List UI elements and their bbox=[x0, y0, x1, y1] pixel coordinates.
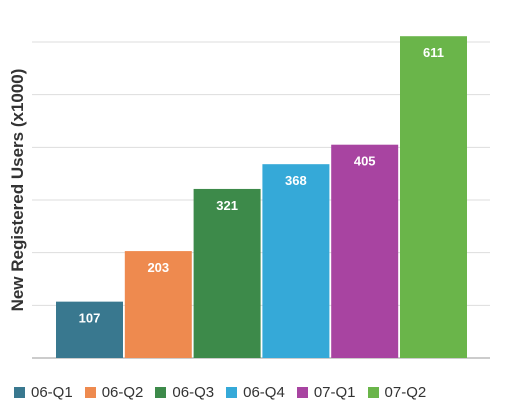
legend-item-06-Q3[interactable]: 06-Q3 bbox=[155, 384, 214, 401]
legend-label: 07-Q2 bbox=[384, 384, 427, 401]
legend: 06-Q1 06-Q2 06-Q3 06-Q4 07-Q1 07-Q2 bbox=[14, 384, 499, 401]
bar-06-Q1[interactable] bbox=[56, 301, 123, 358]
bar-06-Q3[interactable] bbox=[193, 188, 261, 358]
legend-label: 06-Q3 bbox=[172, 384, 215, 401]
legend-item-07-Q2[interactable]: 07-Q2 bbox=[367, 384, 427, 401]
bar-07-Q2[interactable] bbox=[400, 36, 467, 358]
bar-chart: 107 203 321 368 405 611 New Registered Users … bbox=[8, 36, 490, 359]
legend-label: 07-Q1 bbox=[313, 384, 356, 401]
data-label-06-Q4: 368 bbox=[285, 173, 307, 188]
legend-item-07-Q1[interactable]: 07-Q1 bbox=[296, 384, 356, 401]
data-label-06-Q3: 321 bbox=[216, 198, 238, 213]
legend-swatch bbox=[84, 387, 96, 398]
bars bbox=[56, 36, 467, 358]
legend-item-06-Q1[interactable]: 06-Q1 bbox=[14, 384, 73, 401]
legend-label: 06-Q4 bbox=[243, 384, 285, 401]
legend-swatch bbox=[14, 387, 25, 398]
bar-06-Q2[interactable] bbox=[124, 251, 192, 358]
legend-swatch bbox=[367, 387, 379, 398]
data-label-06-Q2: 203 bbox=[147, 260, 169, 275]
y-axis-title: New Registered Users (x1000) bbox=[8, 69, 27, 312]
legend-label: 06-Q2 bbox=[101, 384, 144, 401]
legend-label: 06-Q1 bbox=[31, 384, 73, 401]
legend-swatch bbox=[155, 387, 167, 398]
data-label-06-Q1: 107 bbox=[79, 311, 101, 326]
legend-item-06-Q4[interactable]: 06-Q4 bbox=[226, 384, 285, 401]
data-label-07-Q2: 611 bbox=[423, 45, 444, 60]
bar-06-Q4[interactable] bbox=[262, 164, 330, 358]
data-label-07-Q1: 405 bbox=[354, 154, 376, 169]
legend-item-06-Q2[interactable]: 06-Q2 bbox=[84, 384, 144, 401]
bar-07-Q1[interactable] bbox=[331, 144, 399, 358]
legend-swatch bbox=[226, 387, 238, 398]
data-labels: 107 203 321 368 405 611 bbox=[79, 45, 444, 325]
legend-swatch bbox=[296, 387, 308, 398]
